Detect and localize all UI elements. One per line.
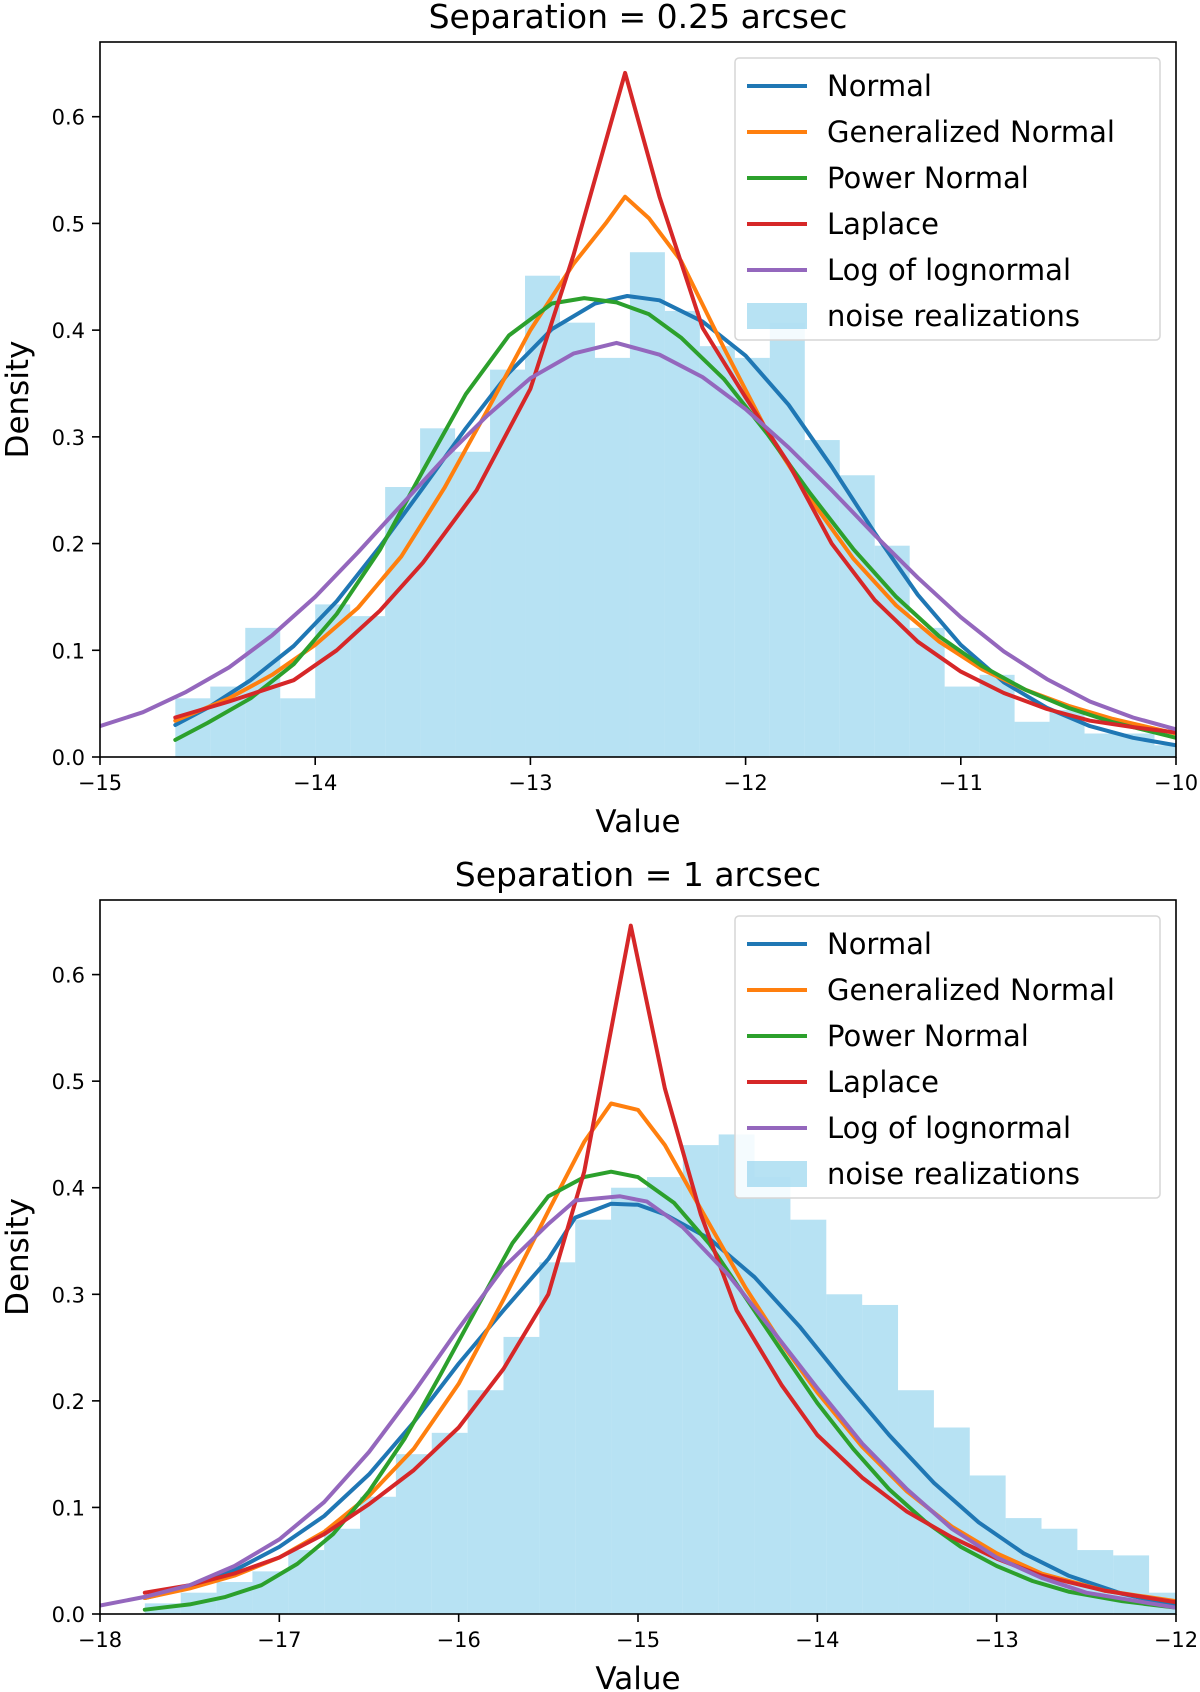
- x-tick-label: −10: [1154, 771, 1198, 795]
- histogram-bar: [944, 686, 980, 757]
- y-tick-label: 0.2: [52, 1390, 85, 1414]
- histogram-bar: [664, 310, 700, 757]
- y-tick-label: 0.0: [52, 1603, 85, 1627]
- series-line-normal: [173, 294, 1176, 748]
- x-axis-label: Value: [595, 1661, 680, 1692]
- chart-title: Separation = 1 arcsec: [455, 855, 821, 894]
- series-line-log-of-lognormal: [100, 1194, 1176, 1610]
- histogram-bar: [559, 322, 595, 757]
- legend-label: Log of lognormal: [827, 253, 1071, 287]
- histogram-bar: [1185, 1598, 1200, 1614]
- legend-label: Log of lognormal: [827, 1111, 1071, 1145]
- x-tick-label: −15: [616, 1628, 660, 1652]
- legend-box: [734, 57, 1161, 341]
- histogram-bar: [360, 1496, 396, 1614]
- histogram-bar: [629, 252, 665, 757]
- histogram-bar: [324, 1528, 361, 1614]
- x-tick-label: −13: [975, 1628, 1019, 1652]
- histogram-bar: [754, 1177, 791, 1614]
- y-tick-label: 0.6: [52, 106, 85, 130]
- histogram-bar: [539, 1262, 576, 1614]
- histogram-bar: [804, 440, 840, 757]
- legend-swatch-patch: [747, 1161, 807, 1187]
- series-line-normal: [142, 1201, 1176, 1608]
- histogram-bar: [718, 1134, 755, 1614]
- histogram-bar: [288, 1550, 325, 1614]
- histogram-bar: [933, 1427, 970, 1614]
- x-tick-label: −13: [508, 771, 552, 795]
- x-axis-label: Value: [595, 804, 680, 840]
- series-line-log-of-lognormal: [100, 340, 1176, 732]
- bottom-chart-panel: −18 −17 −16 −15 −14 −13 −12 0.0 0.1 0.2 0.3 0.4 0.5 0…: [0, 855, 1200, 1692]
- series-line-laplace: [142, 923, 1176, 1605]
- y-axis-label: Density: [0, 1198, 36, 1316]
- legend: Normal Generalized Normal Power Normal Lapl…: [734, 915, 1161, 1199]
- series-line-power-normal: [142, 1169, 1176, 1612]
- histogram-bar: [467, 1390, 504, 1614]
- x-tick-label: −14: [795, 1628, 839, 1652]
- histogram-bar: [646, 1177, 683, 1614]
- histogram-bar: [350, 616, 386, 757]
- x-tick-label: −18: [78, 1628, 122, 1652]
- histogram-bar: [611, 1187, 647, 1614]
- histogram-bar: [1084, 733, 1120, 757]
- x-tick-label: −16: [437, 1628, 481, 1652]
- legend-label: Generalized Normal: [827, 973, 1115, 1007]
- histogram-bar: [699, 346, 735, 757]
- legend-label: Generalized Normal: [827, 115, 1115, 149]
- y-axis-label: Density: [0, 341, 36, 459]
- histogram-bar: [455, 451, 491, 757]
- y-tick-label: 0.1: [52, 639, 85, 663]
- histogram-bar: [594, 357, 630, 757]
- x-tick-label: −11: [939, 771, 983, 795]
- histogram-bar: [575, 1219, 612, 1614]
- series-line-generalized-normal: [173, 194, 1176, 736]
- histogram-bar: [1154, 745, 1176, 757]
- y-tick-label: 0.3: [52, 1283, 85, 1307]
- legend-swatch-patch: [747, 303, 807, 329]
- x-tick-label: −17: [257, 1628, 301, 1652]
- x-tick-label: −14: [293, 771, 337, 795]
- y-tick-label: 0.6: [52, 964, 85, 988]
- x-tick-label: −12: [723, 771, 767, 795]
- plot-area: [100, 70, 1176, 757]
- series-line-laplace: [173, 70, 1176, 735]
- legend-label: Normal: [827, 69, 932, 103]
- y-tick-label: 0.3: [52, 426, 85, 450]
- plot-area: [100, 923, 1200, 1614]
- chart-title: Separation = 0.25 arcsec: [429, 0, 848, 36]
- histogram-bar: [1014, 721, 1050, 757]
- histogram-bar: [503, 1336, 540, 1614]
- y-tick-label: 0.4: [52, 1177, 85, 1201]
- y-tick-label: 0.5: [52, 1070, 85, 1094]
- y-tick-label: 0.1: [52, 1496, 85, 1520]
- y-tick-label: 0.2: [52, 533, 85, 557]
- histogram-bar: [769, 322, 805, 757]
- series-line-power-normal: [173, 296, 1176, 742]
- x-tick-label: −15: [78, 771, 122, 795]
- histogram-bar: [682, 1145, 719, 1614]
- x-tick-label: −12: [1154, 1628, 1198, 1652]
- legend-label: Laplace: [827, 207, 939, 241]
- histogram-bar: [790, 1219, 827, 1614]
- histogram-bar: [431, 1432, 468, 1614]
- legend-label: Normal: [827, 927, 932, 961]
- legend-box: [734, 915, 1161, 1199]
- top-chart-panel: −15 −14 −13 −12 −11 −10 0.0 0.1 0.2 0.3 0.4 0.5 0.6 S…: [0, 0, 1198, 840]
- legend-label: Power Normal: [827, 161, 1029, 195]
- legend: Normal Generalized Normal Power Normal Lapl…: [734, 57, 1161, 341]
- y-tick-label: 0.4: [52, 319, 85, 343]
- legend-label: noise realizations: [827, 1157, 1080, 1191]
- axes-frame: [99, 41, 1177, 758]
- histogram-bar: [280, 698, 316, 757]
- legend-label: Power Normal: [827, 1019, 1029, 1053]
- y-tick-label: 0.0: [52, 746, 85, 770]
- legend-label: noise realizations: [827, 299, 1080, 333]
- y-tick-label: 0.5: [52, 212, 85, 236]
- legend-label: Laplace: [827, 1065, 939, 1099]
